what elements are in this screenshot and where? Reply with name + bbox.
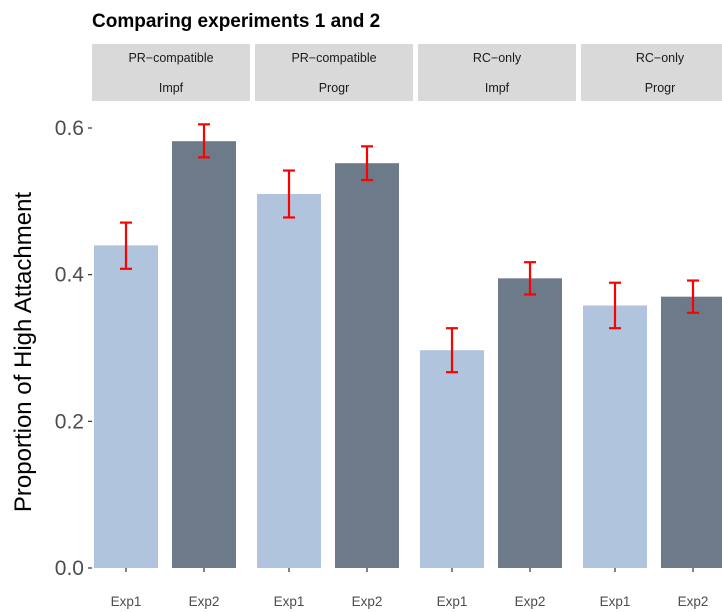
bar-exp1 [583, 305, 647, 568]
error-bar [198, 123, 210, 159]
facet-strip-label-top: PR−compatible [291, 51, 376, 65]
x-tick-label: Exp2 [352, 594, 383, 609]
bar-exp1 [257, 194, 321, 568]
bar-exp1 [420, 350, 484, 568]
y-axis-label: Proportion of High Attachment [10, 192, 37, 513]
facet-panel: RC−only Impf Exp1 Exp2 [418, 44, 576, 609]
facet-panel: RC−only Progr Exp1 Exp2 [581, 44, 722, 609]
chart-title: Comparing experiments 1 and 2 [92, 11, 380, 32]
facet-strip-label-top: PR−compatible [128, 51, 213, 65]
facet-strip-label-bottom: Impf [159, 81, 184, 95]
bar-exp2 [335, 163, 399, 568]
facet-strip [255, 44, 413, 101]
error-bar [446, 327, 458, 374]
y-tick-label: 0.2 [55, 410, 84, 433]
facet-panel: PR−compatible Impf Exp1 Exp2 [92, 44, 250, 609]
facet-panel: PR−compatible Progr Exp1 Exp2 [255, 44, 413, 609]
bar-exp2 [498, 278, 562, 568]
x-tick-label: Exp1 [437, 594, 468, 609]
error-bar [524, 261, 536, 296]
x-tick-label: Exp1 [600, 594, 631, 609]
facet-strip-label-top: RC−only [473, 51, 522, 65]
bar-exp2 [661, 296, 722, 568]
facet-panels: PR−compatible Impf Exp1 Exp2 PR−compatible Pr… [92, 44, 722, 609]
facet-strip [581, 44, 722, 101]
facet-strip [418, 44, 576, 101]
x-tick-label: Exp1 [274, 594, 305, 609]
bar-exp1 [94, 245, 158, 569]
facet-strip-label-top: RC−only [636, 51, 685, 65]
error-bar [687, 279, 699, 314]
y-tick-label: 0.0 [55, 557, 84, 580]
y-axis: 0.0 0.2 0.4 0.6 [55, 117, 92, 580]
facet-strip-label-bottom: Impf [485, 81, 510, 95]
facet-strip-label-bottom: Progr [645, 81, 676, 95]
error-bar [361, 145, 373, 182]
error-bar [283, 169, 295, 219]
x-tick-label: Exp2 [515, 594, 546, 609]
x-tick-label: Exp2 [678, 594, 709, 609]
x-tick-label: Exp1 [111, 594, 142, 609]
error-bar [120, 221, 132, 270]
y-tick-label: 0.6 [55, 117, 84, 140]
error-bar [609, 281, 621, 330]
facet-strip [92, 44, 250, 101]
y-tick-label: 0.4 [55, 264, 85, 287]
x-tick-label: Exp2 [189, 594, 220, 609]
facet-strip-label-bottom: Progr [319, 81, 350, 95]
bar-exp2 [172, 141, 236, 568]
